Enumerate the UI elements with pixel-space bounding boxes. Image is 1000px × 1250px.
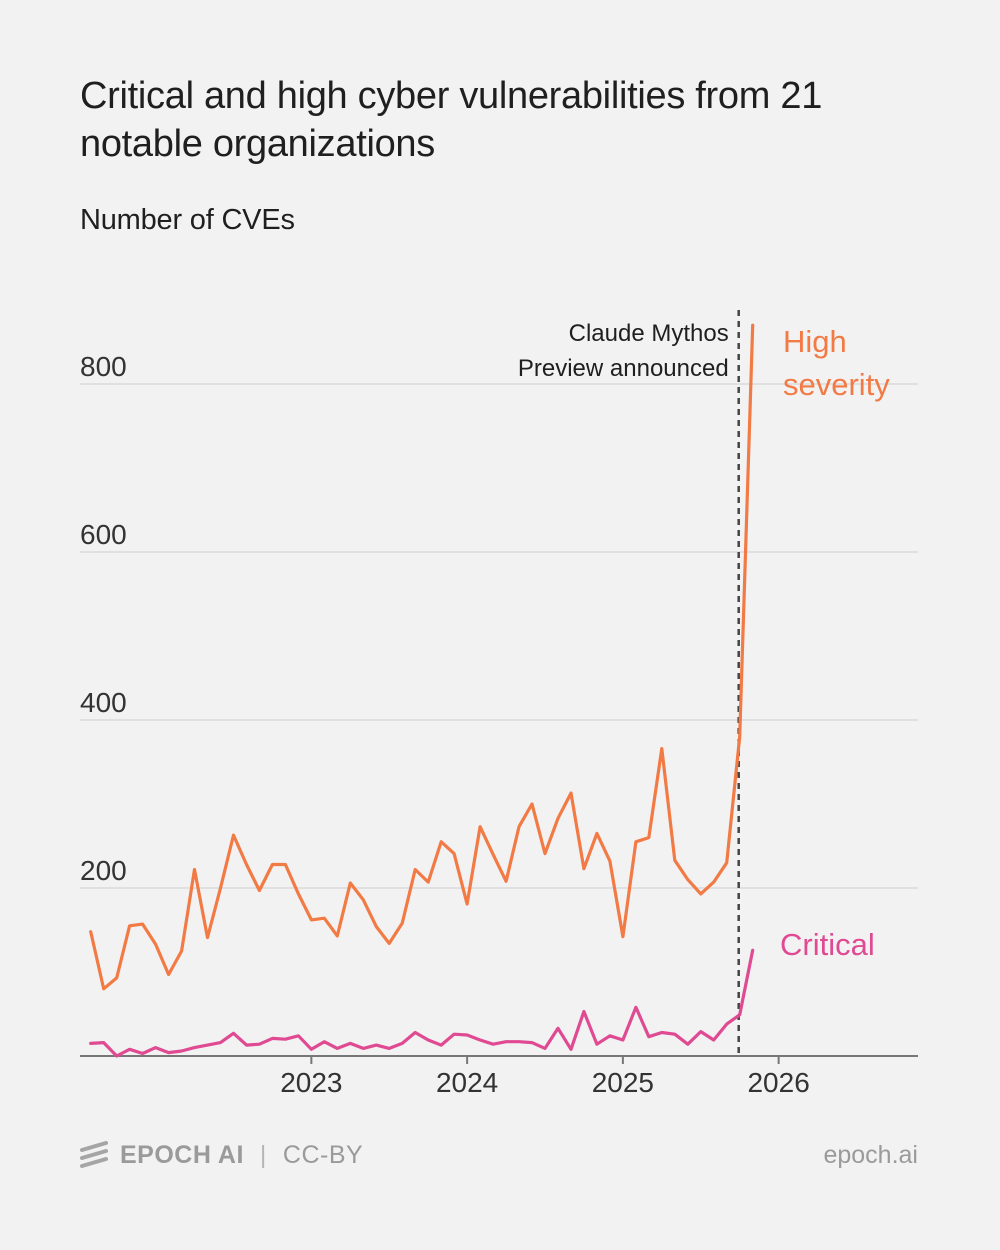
footer-site-link[interactable]: epoch.ai bbox=[823, 1140, 918, 1169]
epoch-logo-icon bbox=[80, 1141, 108, 1168]
y-tick-label: 600 bbox=[80, 519, 127, 550]
footer-separator: | bbox=[259, 1140, 267, 1169]
y-tick-label: 200 bbox=[80, 855, 127, 886]
annotation-label: Preview announced bbox=[518, 355, 729, 382]
y-tick-label: 400 bbox=[80, 687, 127, 718]
annotation-label: Claude Mythos bbox=[569, 320, 729, 347]
x-tick-label: 2023 bbox=[280, 1067, 342, 1098]
x-tick-label: 2026 bbox=[747, 1067, 809, 1098]
y-axis-unit-label: Number of CVEs bbox=[80, 204, 295, 236]
y-tick-label: 800 bbox=[80, 351, 127, 382]
footer-brand: EPOCH AI bbox=[120, 1140, 244, 1169]
x-tick-label: 2025 bbox=[592, 1067, 654, 1098]
critical-series-label: Critical bbox=[780, 927, 875, 962]
x-tick-label: 2024 bbox=[436, 1067, 498, 1098]
high-severity-series-line bbox=[89, 323, 755, 991]
high-severity-series-label: High bbox=[783, 324, 847, 359]
chart-title: Critical and high cyber vulnerabilities … bbox=[80, 75, 823, 165]
critical-series-line bbox=[89, 948, 755, 1058]
high-severity-series-label: severity bbox=[783, 367, 890, 402]
footer-credit: EPOCH AI | CC-BY bbox=[80, 1138, 363, 1172]
footer-license: CC-BY bbox=[282, 1140, 364, 1169]
